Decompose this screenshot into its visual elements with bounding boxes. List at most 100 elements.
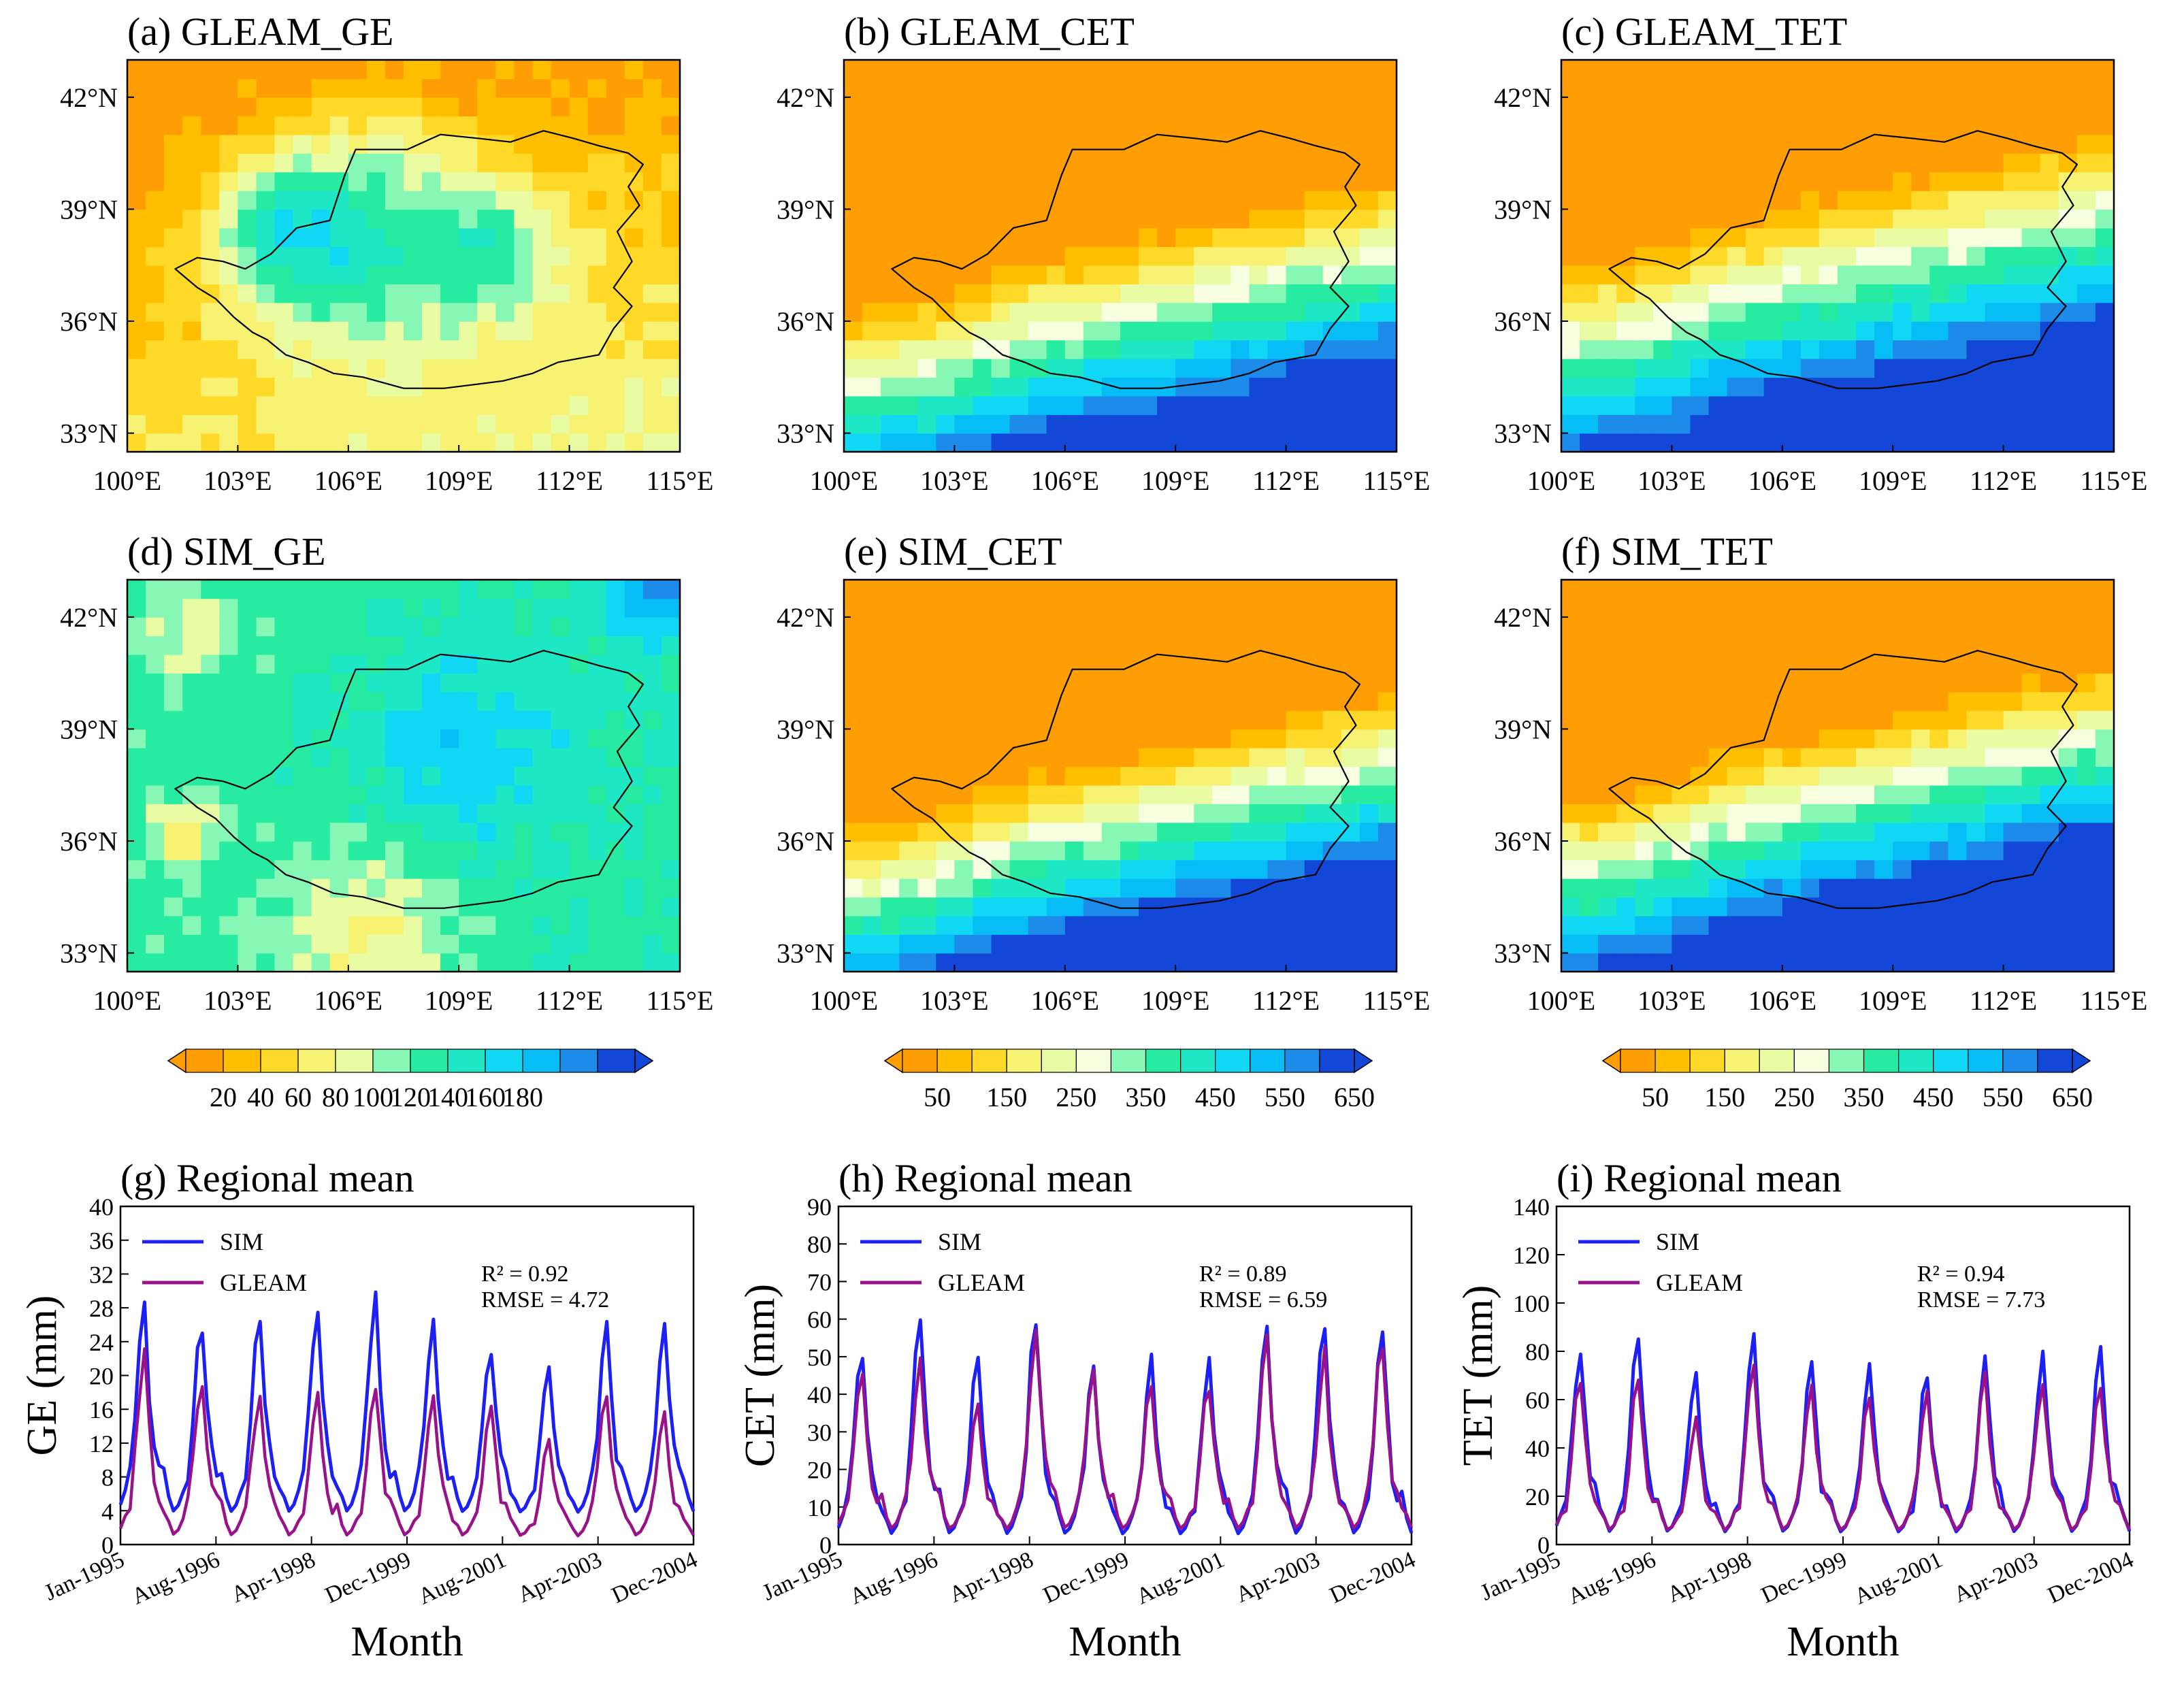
map-cell	[219, 116, 239, 135]
map-cell	[1745, 934, 1765, 954]
map-cell	[881, 859, 900, 879]
map-cell	[606, 340, 625, 359]
map-cell	[1929, 691, 1949, 711]
map-cell	[881, 915, 900, 935]
map-cell	[1120, 191, 1139, 210]
map-cell	[2058, 859, 2078, 879]
map-cell	[954, 246, 974, 266]
map-cell	[422, 729, 441, 748]
map-cell	[661, 953, 680, 972]
map-cell	[1378, 785, 1397, 804]
map-cell	[1101, 878, 1121, 898]
map-cell	[1616, 747, 1636, 768]
map-cell	[2058, 284, 2078, 303]
map-cell	[936, 60, 956, 80]
map-cell	[1378, 859, 1397, 879]
map-cell	[1359, 804, 1379, 823]
map-cell	[899, 878, 919, 898]
map-cell	[1838, 804, 1857, 823]
map-cell	[844, 265, 863, 284]
map-cell	[1267, 841, 1287, 861]
map-cell	[1598, 78, 1617, 98]
map-cell	[862, 841, 881, 861]
map-cell	[917, 78, 937, 98]
map-cell	[1838, 691, 1857, 711]
map-cell	[495, 284, 515, 303]
map-cell	[917, 673, 937, 693]
map-cell	[917, 747, 937, 768]
map-cell	[881, 153, 900, 173]
map-cell	[862, 616, 881, 637]
map-cell	[366, 934, 386, 954]
map-cell	[219, 616, 239, 637]
map-cell	[422, 691, 441, 711]
map-cell	[146, 340, 165, 359]
map-cell	[1359, 358, 1379, 378]
map-cell	[1672, 878, 1691, 898]
map-cell	[1598, 284, 1617, 303]
map-cell	[2076, 433, 2096, 452]
map-cell	[238, 97, 257, 117]
map-cell	[532, 766, 552, 786]
map-cell	[1616, 414, 1636, 434]
map-cell	[1120, 673, 1139, 693]
map-cell	[2095, 673, 2114, 693]
map-cell	[991, 953, 1011, 972]
map-cell	[2021, 691, 2041, 711]
map-cell	[1782, 171, 1802, 191]
map-cell	[385, 358, 404, 378]
map-cell	[1561, 358, 1580, 378]
map-cell	[1985, 414, 2004, 434]
map-cell	[1139, 766, 1158, 786]
map-cell	[1580, 358, 1599, 378]
map-cell	[2003, 841, 2023, 861]
map-cell	[973, 766, 992, 786]
map-cell	[1948, 841, 1968, 861]
map-cell	[2058, 395, 2078, 415]
map-cell	[2095, 747, 2114, 768]
map-cell	[164, 134, 183, 154]
map-cell	[1359, 78, 1379, 98]
map-cell	[1175, 246, 1195, 266]
map-cell	[1745, 785, 1765, 804]
map-cell	[311, 654, 331, 674]
map-cell	[329, 766, 349, 786]
map-cell	[532, 580, 552, 599]
map-cell	[477, 934, 497, 954]
map-cell	[606, 673, 625, 693]
map-cell	[182, 60, 202, 80]
map-cell	[1856, 116, 1875, 135]
map-cell	[917, 209, 937, 229]
map-cell	[1304, 97, 1324, 117]
map-cell	[274, 878, 294, 898]
map-cell	[385, 785, 404, 804]
map-cell	[495, 934, 515, 954]
map-cell	[917, 598, 937, 618]
colorbar: 50 150 250 350 450 550 650	[1601, 1048, 2093, 1112]
map-cell	[1929, 78, 1949, 98]
map-cell	[2058, 747, 2078, 768]
map-cell	[1966, 60, 1986, 80]
map-cell	[1653, 433, 1673, 452]
map-cell	[459, 265, 478, 284]
map-cell	[1249, 766, 1269, 786]
map-cell	[606, 598, 625, 618]
map-cell	[661, 654, 680, 674]
map-cell	[881, 284, 900, 303]
map-cell	[1009, 673, 1029, 693]
loess-plateau-boundary	[174, 650, 645, 909]
map-cell	[1782, 153, 1802, 173]
map-cell	[1911, 616, 1931, 637]
map-cell	[2058, 78, 2078, 98]
map-cell	[844, 171, 863, 191]
map-cell	[127, 340, 146, 359]
map-cell	[1194, 358, 1213, 378]
map-cell	[1322, 897, 1342, 917]
y-axis-label: TET (mm)	[1455, 1285, 1501, 1466]
map-cell	[1304, 116, 1324, 135]
map-cell	[917, 785, 937, 804]
map-cell	[274, 395, 294, 415]
map-cell	[256, 915, 276, 935]
map-cell	[862, 302, 881, 322]
map-cell	[1616, 859, 1636, 879]
